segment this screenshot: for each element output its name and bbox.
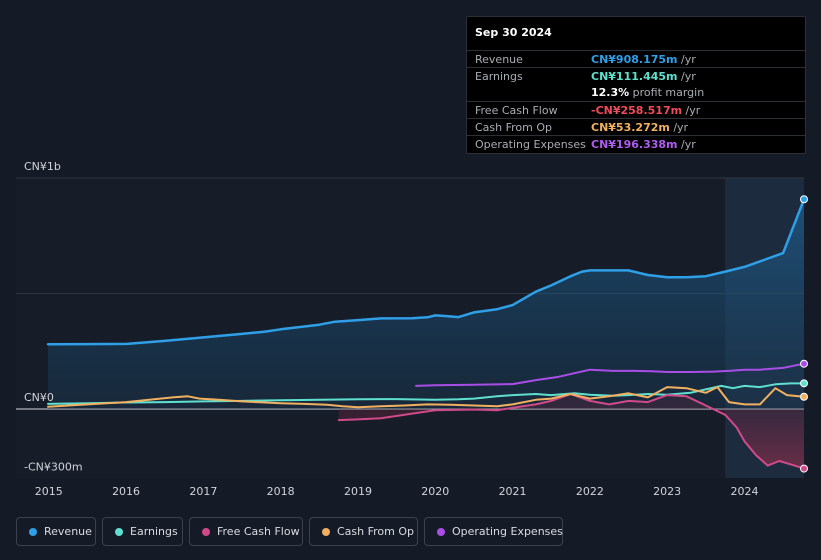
legend-label: Operating Expenses: [452, 525, 563, 538]
tooltip-row-value: CN¥196.338m /yr: [591, 138, 696, 151]
legend-label: Revenue: [44, 525, 92, 538]
tooltip-row: Revenue CN¥908.175m /yr: [467, 50, 805, 67]
legend-dot-icon: [322, 528, 330, 536]
tooltip-row-value: CN¥53.272m /yr: [591, 121, 688, 134]
legend-item[interactable]: Revenue: [16, 517, 96, 546]
y-tick-label: CN¥1b: [24, 160, 61, 173]
legend-dot-icon: [29, 528, 37, 536]
legend-label: Earnings: [130, 525, 178, 538]
tooltip-row: Free Cash Flow -CN¥258.517m /yr: [467, 101, 805, 118]
legend-label: Free Cash Flow: [217, 525, 300, 538]
x-tick-label: 2021: [499, 485, 527, 498]
series-line-operating-expenses: [415, 362, 805, 387]
tooltip-value-text: CN¥196.338m: [591, 138, 678, 151]
tooltip-row-label: Free Cash Flow: [475, 104, 558, 117]
tooltip-value-text: CN¥111.445m: [591, 70, 678, 83]
tooltip-row-value: -CN¥258.517m /yr: [591, 104, 700, 117]
legend-dot-icon: [115, 528, 123, 536]
tooltip-value-text: -CN¥258.517m: [591, 104, 683, 117]
tooltip-panel: Sep 30 2024 Revenue CN¥908.175m /yr Earnin…: [466, 16, 806, 154]
series-end-point: [800, 379, 808, 388]
y-tick-label: -CN¥300m: [24, 460, 83, 473]
tooltip-value-text: CN¥908.175m: [591, 53, 678, 66]
series-end-point: [800, 195, 808, 204]
series-end-point: [800, 464, 808, 473]
x-tick-label: 2020: [421, 485, 449, 498]
tooltip-value-text: CN¥53.272m: [591, 121, 670, 134]
y-tick-label: CN¥0: [24, 391, 54, 404]
series-end-point: [800, 359, 808, 368]
legend-label: Cash From Op: [337, 525, 415, 538]
tooltip-row-label: Revenue: [475, 53, 523, 66]
tooltip-row-label: Earnings: [475, 70, 523, 83]
chart-plot: CN¥1b CN¥0 -CN¥300m 2015 2016 2017 2018 2019 202…: [16, 160, 808, 498]
tooltip-date: Sep 30 2024: [475, 26, 552, 39]
legend-dot-icon: [437, 528, 445, 536]
tooltip-row-value: CN¥111.445m /yr: [591, 70, 696, 83]
tooltip-row-label: Operating Expenses: [475, 138, 586, 151]
x-tick-label: 2019: [344, 485, 372, 498]
tooltip-value-unit: /yr: [682, 104, 701, 117]
series-line-cash-from-op: [47, 386, 805, 409]
tooltip-value-unit: /yr: [677, 53, 696, 66]
x-tick-label: 2015: [35, 485, 63, 498]
series-end-point: [800, 392, 808, 401]
series-line-free-cash-flow: [337, 393, 805, 470]
legend-item[interactable]: Cash From Op: [309, 517, 418, 546]
x-tick-label: 2016: [112, 485, 140, 498]
tooltip-row-value: 12.3% profit margin: [591, 86, 704, 99]
legend-item[interactable]: Free Cash Flow: [189, 517, 303, 546]
revenue-area: [48, 199, 804, 409]
tooltip-value-text: 12.3%: [591, 86, 630, 99]
x-tick-label: 2017: [189, 485, 217, 498]
tooltip-row-label: Cash From Op: [475, 121, 553, 134]
free-cash-flow-area: [338, 394, 804, 469]
x-tick-label: 2024: [730, 485, 758, 498]
tooltip-value-unit: profit margin: [629, 86, 705, 99]
series-line-revenue: [46, 198, 806, 346]
tooltip-value-unit: /yr: [669, 121, 689, 134]
x-tick-label: 2023: [653, 485, 681, 498]
tooltip-value-unit: /yr: [677, 70, 696, 83]
tooltip-row: Cash From Op CN¥53.272m /yr: [467, 118, 805, 135]
x-tick-label: 2018: [267, 485, 295, 498]
tooltip-row: Earnings CN¥111.445m /yr: [467, 67, 805, 84]
tooltip-value-unit: /yr: [677, 138, 696, 151]
tooltip-row: Operating Expenses CN¥196.338m /yr: [467, 135, 805, 152]
legend-item[interactable]: Earnings: [102, 517, 183, 546]
legend-item[interactable]: Operating Expenses: [424, 517, 563, 546]
tooltip-row-value: CN¥908.175m /yr: [591, 53, 696, 66]
legend-dot-icon: [202, 528, 210, 536]
x-tick-label: 2022: [576, 485, 604, 498]
tooltip-row: 12.3% profit margin: [467, 84, 805, 101]
